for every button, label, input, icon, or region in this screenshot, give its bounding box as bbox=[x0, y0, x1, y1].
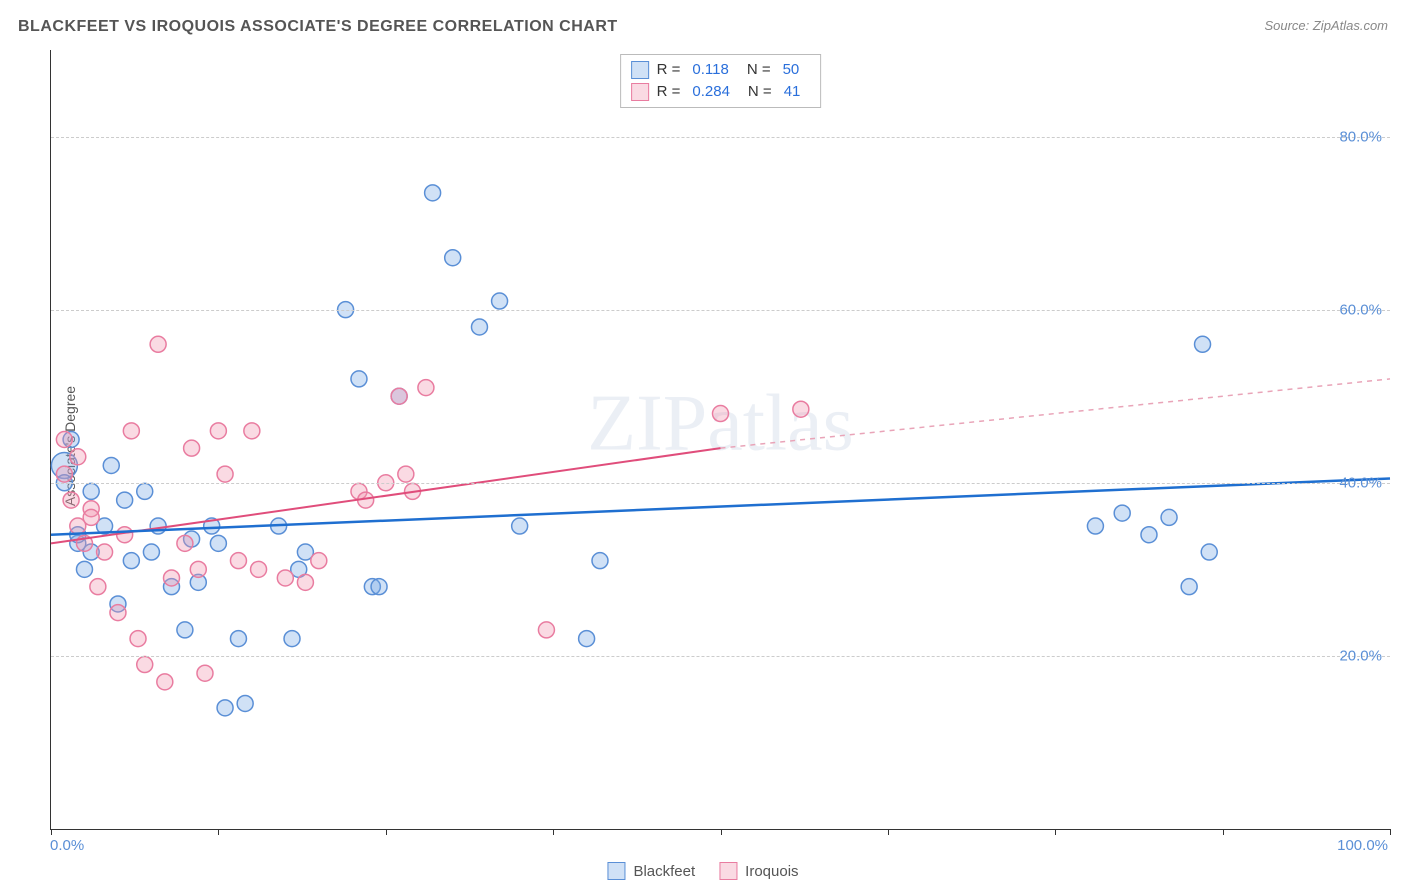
bottom-legend: Blackfeet Iroquois bbox=[607, 862, 798, 880]
data-point bbox=[197, 665, 213, 681]
data-point bbox=[210, 535, 226, 551]
gridline bbox=[51, 310, 1390, 311]
data-point bbox=[445, 250, 461, 266]
data-point bbox=[418, 380, 434, 396]
data-point bbox=[284, 631, 300, 647]
data-point bbox=[150, 336, 166, 352]
data-point bbox=[97, 544, 113, 560]
data-point bbox=[164, 570, 180, 586]
data-point bbox=[70, 449, 86, 465]
xtick bbox=[553, 829, 554, 835]
data-point bbox=[244, 423, 260, 439]
data-point bbox=[117, 527, 133, 543]
scatter-svg bbox=[51, 50, 1390, 829]
data-point bbox=[1195, 336, 1211, 352]
legend-item-blackfeet: Blackfeet bbox=[607, 862, 695, 880]
xtick bbox=[51, 829, 52, 835]
data-point bbox=[1141, 527, 1157, 543]
data-point bbox=[1114, 505, 1130, 521]
data-point bbox=[130, 631, 146, 647]
data-point bbox=[63, 492, 79, 508]
data-point bbox=[123, 553, 139, 569]
ytick-label: 80.0% bbox=[1339, 128, 1382, 145]
xtick bbox=[1390, 829, 1391, 835]
ytick-label: 20.0% bbox=[1339, 647, 1382, 664]
data-point bbox=[157, 674, 173, 690]
ytick-label: 40.0% bbox=[1339, 474, 1382, 491]
data-point bbox=[217, 466, 233, 482]
xtick bbox=[1223, 829, 1224, 835]
legend-label-iroquois: Iroquois bbox=[745, 863, 798, 880]
data-point bbox=[217, 700, 233, 716]
data-point bbox=[297, 574, 313, 590]
xtick bbox=[888, 829, 889, 835]
data-point bbox=[713, 406, 729, 422]
trend-line bbox=[51, 478, 1390, 534]
data-point bbox=[391, 388, 407, 404]
data-point bbox=[56, 432, 72, 448]
data-point bbox=[1161, 509, 1177, 525]
data-point bbox=[592, 553, 608, 569]
data-point bbox=[117, 492, 133, 508]
xtick bbox=[721, 829, 722, 835]
legend-item-iroquois: Iroquois bbox=[719, 862, 798, 880]
data-point bbox=[83, 483, 99, 499]
data-point bbox=[425, 185, 441, 201]
data-point bbox=[137, 657, 153, 673]
x-min-label: 0.0% bbox=[50, 837, 84, 854]
source-label: Source: ZipAtlas.com bbox=[1264, 18, 1388, 33]
data-point bbox=[398, 466, 414, 482]
legend-swatch-blackfeet bbox=[607, 862, 625, 880]
data-point bbox=[184, 440, 200, 456]
data-point bbox=[210, 423, 226, 439]
gridline bbox=[51, 656, 1390, 657]
data-point bbox=[230, 631, 246, 647]
data-point bbox=[1201, 544, 1217, 560]
ytick-label: 60.0% bbox=[1339, 301, 1382, 318]
gridline bbox=[51, 483, 1390, 484]
data-point bbox=[177, 535, 193, 551]
data-point bbox=[492, 293, 508, 309]
data-point bbox=[230, 553, 246, 569]
gridline bbox=[51, 137, 1390, 138]
data-point bbox=[471, 319, 487, 335]
data-point bbox=[371, 579, 387, 595]
data-point bbox=[123, 423, 139, 439]
data-point bbox=[110, 605, 126, 621]
data-point bbox=[277, 570, 293, 586]
data-point bbox=[83, 509, 99, 525]
data-point bbox=[103, 457, 119, 473]
data-point bbox=[311, 553, 327, 569]
data-point bbox=[351, 371, 367, 387]
data-point bbox=[190, 561, 206, 577]
data-point bbox=[538, 622, 554, 638]
plot-area: ZIPatlas R = 0.118 N = 50 R = 0.284 N = … bbox=[50, 50, 1390, 830]
data-point bbox=[177, 622, 193, 638]
data-point bbox=[143, 544, 159, 560]
data-point bbox=[251, 561, 267, 577]
xtick bbox=[218, 829, 219, 835]
xtick bbox=[386, 829, 387, 835]
chart-title: BLACKFEET VS IROQUOIS ASSOCIATE'S DEGREE… bbox=[18, 18, 618, 36]
data-point bbox=[1181, 579, 1197, 595]
data-point bbox=[579, 631, 595, 647]
xtick bbox=[1055, 829, 1056, 835]
data-point bbox=[137, 483, 153, 499]
data-point bbox=[237, 695, 253, 711]
legend-swatch-iroquois bbox=[719, 862, 737, 880]
data-point bbox=[90, 579, 106, 595]
data-point bbox=[1087, 518, 1103, 534]
x-max-label: 100.0% bbox=[1337, 837, 1388, 854]
data-point bbox=[512, 518, 528, 534]
legend-label-blackfeet: Blackfeet bbox=[633, 863, 695, 880]
data-point bbox=[76, 561, 92, 577]
data-point bbox=[56, 466, 72, 482]
trend-line bbox=[721, 379, 1391, 448]
data-point bbox=[793, 401, 809, 417]
